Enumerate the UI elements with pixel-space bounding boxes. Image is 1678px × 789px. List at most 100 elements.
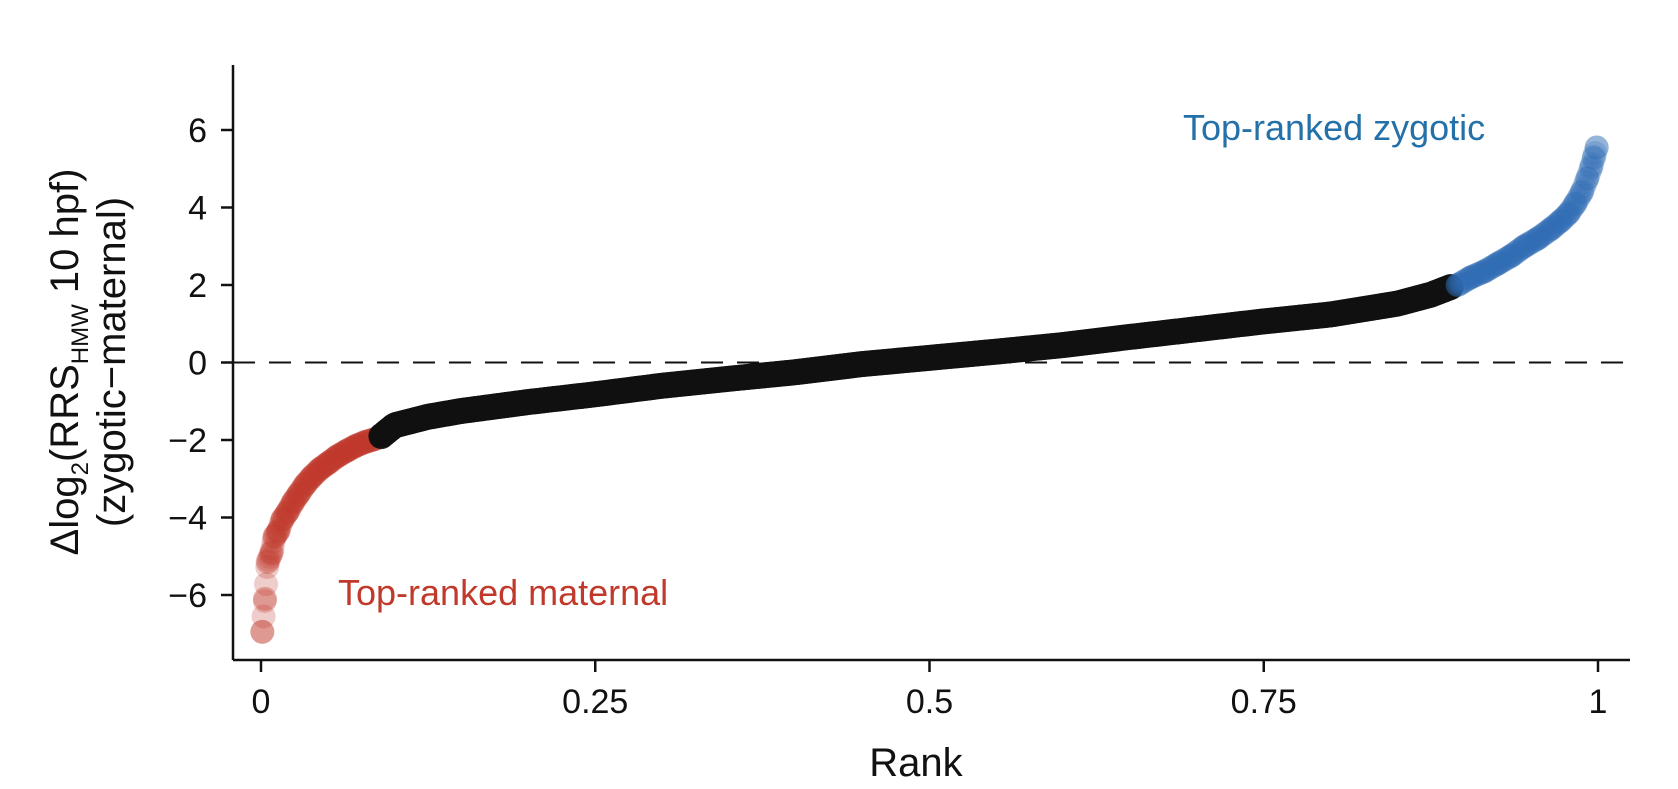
- point-band-top-ranked-maternal: [274, 502, 299, 527]
- point-band-top-ranked-maternal: [336, 437, 361, 462]
- point-band-top-ranked-zygotic: [1471, 259, 1496, 284]
- point-band-top-ranked-zygotic: [1485, 251, 1510, 276]
- point-band-top-ranked-maternal: [276, 498, 301, 523]
- point-band-top-ranked-maternal: [302, 461, 327, 486]
- data-point: [984, 339, 1009, 364]
- point-band-top-ranked-zygotic: [1556, 200, 1581, 225]
- data-point: [1418, 282, 1443, 307]
- point-band-top-ranked-maternal: [322, 446, 347, 471]
- point-band-top-ranked-zygotic: [1481, 254, 1506, 279]
- point-band-top-ranked-zygotic: [1542, 213, 1567, 238]
- data-point: [1575, 166, 1600, 191]
- x-tick-label: 0.5: [906, 683, 953, 721]
- point-band-top-ranked-zygotic: [1459, 265, 1484, 290]
- data-point: [1485, 251, 1510, 276]
- data-point: [416, 404, 441, 429]
- data-point: [315, 451, 340, 476]
- point-band-top-ranked-maternal: [338, 436, 363, 461]
- point-band-top-ranked-maternal: [300, 464, 325, 489]
- data-point: [343, 433, 368, 458]
- data-point: [1438, 274, 1463, 299]
- point-band-top-ranked-maternal: [328, 442, 353, 467]
- data-point: [1051, 333, 1076, 358]
- point-band-top-ranked-zygotic: [1490, 248, 1515, 273]
- y-ticks: 6 4 2 0 −2 −4 −6: [168, 112, 233, 615]
- point-band-top-ranked-maternal: [348, 431, 373, 456]
- point-band-top-ranked-maternal: [325, 444, 350, 469]
- point-band-top-ranked-zygotic: [1521, 229, 1546, 254]
- data-point: [299, 464, 324, 489]
- y-title-sub1: 2: [67, 462, 94, 475]
- point-band-top-ranked-zygotic: [1482, 253, 1507, 278]
- point-band-top-ranked-maternal: [266, 518, 291, 543]
- point-band-top-ranked-zygotic: [1558, 198, 1583, 223]
- y-tick-label: 4: [188, 190, 207, 228]
- point-band-top-ranked-maternal: [265, 520, 290, 545]
- point-band-top-ranked-zygotic: [1504, 240, 1529, 265]
- point-band-top-ranked-zygotic: [1447, 272, 1472, 297]
- data-points: [250, 135, 1609, 644]
- point-band-top-ranked-maternal: [251, 604, 276, 629]
- point-band-top-ranked-zygotic: [1535, 219, 1560, 244]
- point-band-top-ranked-zygotic: [1484, 252, 1509, 277]
- point-band-top-ranked-zygotic: [1566, 186, 1591, 211]
- point-band-top-ranked-maternal: [313, 452, 338, 477]
- point-band-top-ranked-zygotic: [1496, 245, 1521, 270]
- point-band-top-ranked-maternal: [340, 435, 365, 460]
- data-point: [250, 619, 275, 644]
- point-band-top-ranked-zygotic: [1525, 226, 1550, 251]
- point-band-top-ranked-zygotic: [1456, 266, 1481, 291]
- point-band-top-ranked-zygotic: [1465, 262, 1490, 287]
- point-band-top-ranked-maternal: [271, 505, 296, 530]
- point-band-top-ranked-maternal: [256, 547, 281, 572]
- point-band-top-ranked-zygotic: [1580, 152, 1605, 177]
- point-band-top-ranked-zygotic: [1575, 166, 1600, 191]
- data-point: [1579, 154, 1604, 179]
- point-band-top-ranked-zygotic: [1450, 270, 1475, 295]
- point-band-top-ranked-zygotic: [1513, 233, 1538, 258]
- data-point: [259, 540, 284, 565]
- point-band-top-ranked-zygotic: [1581, 146, 1606, 171]
- point-band-top-ranked-maternal: [346, 432, 371, 457]
- data-point: [1512, 234, 1537, 259]
- point-band-top-ranked-maternal: [290, 476, 315, 501]
- point-band-top-ranked-maternal: [303, 460, 328, 485]
- point-band-top-ranked-zygotic: [1495, 246, 1520, 271]
- y-axis-title: Δlog2(RRSHMW 10 hpf) (zygotic−maternal): [43, 169, 134, 556]
- annotation-top-ranked-zygotic: Top-ranked zygotic: [1183, 107, 1485, 148]
- y-tick-label: 0: [188, 345, 207, 383]
- point-band-top-ranked-zygotic: [1445, 273, 1470, 297]
- point-band-top-ranked-zygotic: [1555, 202, 1580, 227]
- point-band-top-ranked-zygotic: [1550, 207, 1575, 232]
- point-band-top-ranked-zygotic: [1467, 261, 1492, 286]
- point-band-top-ranked-maternal: [269, 511, 294, 536]
- point-band-top-ranked-maternal: [323, 445, 348, 470]
- point-band-top-ranked-zygotic: [1569, 181, 1594, 206]
- point-band-top-ranked-zygotic: [1488, 249, 1513, 274]
- point-band-top-ranked-zygotic: [1476, 257, 1501, 282]
- point-band-top-ranked-maternal: [259, 541, 284, 566]
- point-band-top-ranked-zygotic: [1474, 257, 1499, 282]
- point-band-top-ranked-maternal: [343, 433, 368, 458]
- point-band-top-ranked-maternal: [280, 491, 305, 516]
- point-band-top-ranked-zygotic: [1501, 242, 1526, 267]
- point-band-top-ranked-zygotic: [1547, 209, 1572, 234]
- point-band-top-ranked-zygotic: [1505, 239, 1530, 264]
- point-band-top-ranked-maternal: [332, 439, 357, 464]
- x-tick-label: 0.75: [1231, 683, 1297, 721]
- y-tick-label: 6: [188, 112, 207, 150]
- point-band-top-ranked-maternal: [310, 455, 335, 480]
- point-band-top-ranked-zygotic: [1538, 217, 1563, 242]
- y-title-mid: (RRS: [43, 364, 87, 462]
- point-band-top-ranked-zygotic: [1544, 212, 1569, 237]
- point-band-top-ranked-maternal: [262, 524, 287, 549]
- point-band-top-ranked-zygotic: [1532, 221, 1557, 246]
- point-band-top-ranked-zygotic: [1510, 235, 1535, 260]
- data-point: [1385, 291, 1410, 316]
- data-point: [1539, 216, 1564, 241]
- point-band-top-ranked-maternal: [292, 473, 317, 498]
- data-point: [1251, 309, 1276, 334]
- point-band-top-ranked-maternal: [342, 434, 367, 459]
- point-band-top-ranked-maternal: [350, 431, 375, 456]
- point-band-top-ranked-maternal: [306, 458, 331, 483]
